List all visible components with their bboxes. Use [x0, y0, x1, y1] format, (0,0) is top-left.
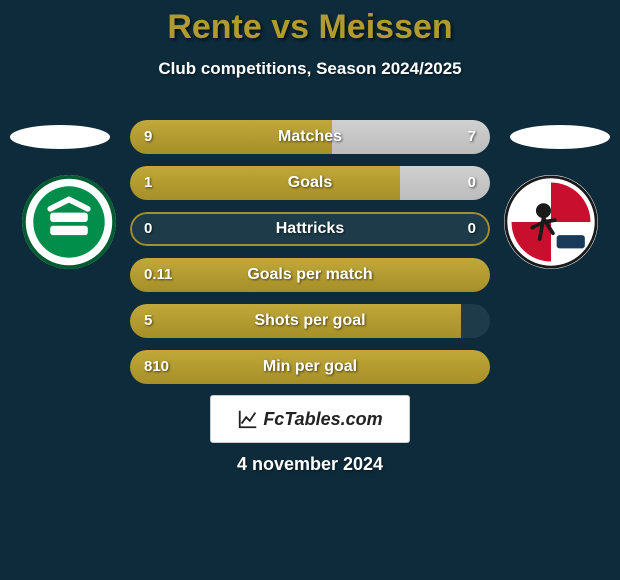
team-left-slot	[10, 125, 110, 149]
stat-label: Goals	[130, 166, 490, 200]
stat-value-left: 0.11	[144, 258, 172, 292]
stat-value-left: 5	[144, 304, 152, 338]
stat-row: Goals1 0	[130, 166, 490, 200]
team-right-logo	[504, 175, 598, 269]
chart-icon	[237, 408, 259, 430]
stat-label: Goals per match	[130, 258, 490, 292]
match-date: 4 november 2024	[0, 454, 620, 475]
stat-row: Hattricks0 0	[130, 212, 490, 246]
stat-label: Hattricks	[130, 212, 490, 246]
stats-container: Matches97Goals10Hattricks00Goals per mat…	[130, 120, 490, 396]
stat-label: Min per goal	[130, 350, 490, 384]
stat-value-right: 0	[468, 166, 476, 200]
brand-label: FcTables.com	[237, 408, 382, 430]
stat-value-left: 9	[144, 120, 152, 154]
stat-value-right: 0	[468, 212, 476, 246]
stat-label: Matches	[130, 120, 490, 154]
team-left-logo	[22, 175, 116, 269]
stat-row: Min per goal810	[130, 350, 490, 384]
team-right-slot	[510, 125, 610, 149]
stat-row: Goals per match0.11	[130, 258, 490, 292]
stat-label: Shots per goal	[130, 304, 490, 338]
stat-value-left: 0	[144, 212, 152, 246]
stat-value-right: 7	[468, 120, 476, 154]
stat-row: Matches9 7	[130, 120, 490, 154]
stat-row: Shots per goal5	[130, 304, 490, 338]
brand-badge[interactable]: FcTables.com	[210, 395, 410, 443]
stat-value-left: 1	[144, 166, 152, 200]
subtitle: Club competitions, Season 2024/2025	[0, 59, 620, 79]
page-title: Rente vs Meissen	[0, 0, 620, 47]
stat-value-left: 810	[144, 350, 169, 384]
